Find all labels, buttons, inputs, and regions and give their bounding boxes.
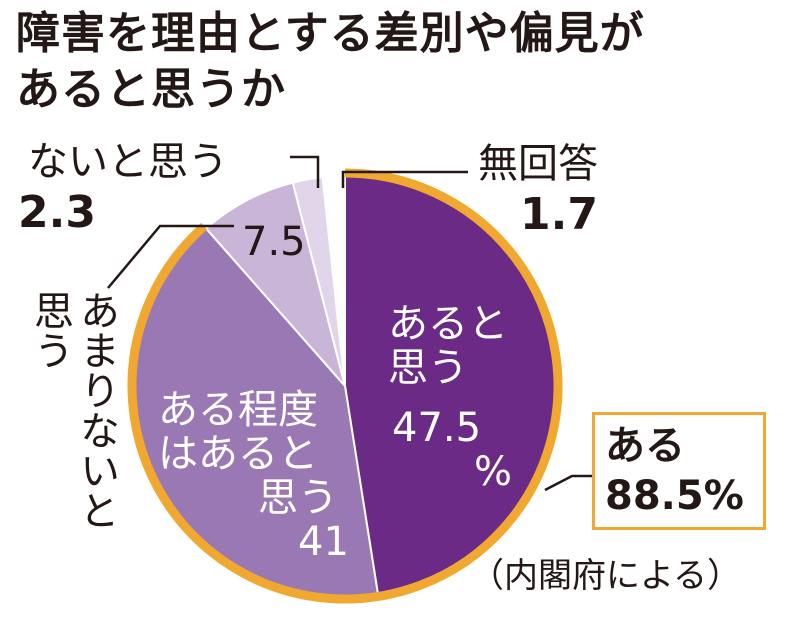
aru-value-percent: % — [474, 449, 513, 495]
aru-highlight-ring — [127, 168, 563, 604]
leader-amari — [107, 224, 234, 289]
title-line-2: あると思うか — [16, 64, 286, 115]
nai-label: ないと思う — [28, 139, 228, 185]
amari-label-line1: あまりないと — [73, 290, 119, 530]
slice-mukaitou — [321, 174, 346, 387]
aru-label-line2: 思う — [388, 345, 468, 391]
aru-label-line1: あると — [388, 301, 508, 347]
aru-label: あると 思う — [388, 302, 508, 390]
title-line-1: 障害を理由とする差別や偏見が — [16, 8, 645, 59]
teido-value: 41 — [298, 519, 349, 565]
aru-value-number: 47.5 — [392, 405, 482, 451]
leader-callout — [544, 474, 592, 492]
amari-label-line2: 思う — [27, 290, 73, 370]
teido-label-line3: 思う — [258, 475, 338, 521]
leader-mukaitou — [341, 170, 468, 188]
chart-title: 障害を理由とする差別や偏見が あると思うか — [16, 6, 645, 118]
pie-slices — [134, 174, 556, 597]
mukaitou-value: 1.7 — [520, 189, 598, 240]
aru-value: 47.5 % — [392, 406, 512, 494]
teido-label-line1: ある程度 — [158, 387, 318, 433]
mukaitou-label: 無回答 — [478, 141, 598, 187]
callout-label: ある — [605, 423, 685, 469]
leader-lines — [107, 155, 592, 492]
leader-nai — [290, 155, 320, 188]
callout-value: 88.5% — [605, 473, 744, 519]
aru-total-callout: ある 88.5% — [592, 412, 766, 530]
source-note: （内閣府による） — [470, 556, 741, 596]
amari-value: 7.5 — [242, 219, 306, 265]
teido-label-line2: はあると — [158, 431, 318, 477]
teido-label: ある程度 はあると 思う 41 — [158, 388, 349, 564]
nai-value: 2.3 — [18, 187, 96, 238]
